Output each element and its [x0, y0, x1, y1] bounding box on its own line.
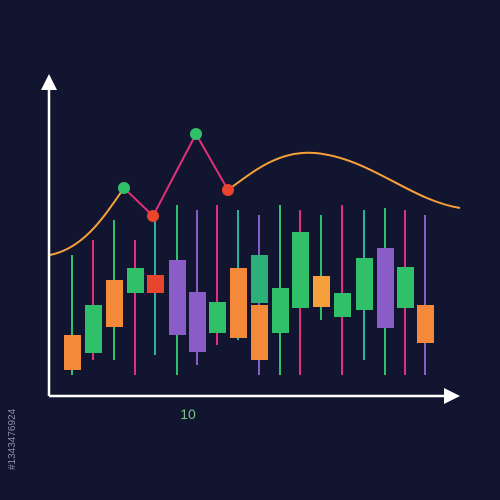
- candle-body: [334, 293, 351, 317]
- candle-body: [106, 280, 123, 327]
- candle-body: [169, 260, 186, 335]
- candle-body: [64, 335, 81, 370]
- trend-curve: [49, 151, 461, 256]
- watermark-id: #1343476924: [7, 408, 18, 470]
- point: [190, 128, 202, 140]
- candle-bodies: [64, 232, 434, 370]
- trend-line: [123, 131, 229, 218]
- point: [147, 210, 159, 222]
- candle-body: [189, 292, 206, 352]
- candle-body: [272, 288, 289, 333]
- candle-body: [209, 302, 226, 333]
- candle-body: [292, 232, 309, 308]
- candle-body: [417, 305, 434, 343]
- candle-body: [313, 276, 330, 307]
- candle-body: [356, 258, 373, 310]
- candle-body: [127, 268, 144, 293]
- y-axis-arrow: [41, 74, 57, 90]
- candle-body: [251, 305, 268, 360]
- candle-body: [251, 255, 268, 303]
- axis-label: 10: [180, 406, 196, 422]
- candle-body: [147, 275, 164, 293]
- candle-body: [85, 305, 102, 353]
- x-axis-arrow: [444, 388, 460, 404]
- candle-body: [230, 268, 247, 338]
- candle-body: [377, 248, 394, 328]
- point: [118, 182, 130, 194]
- point: [222, 184, 234, 196]
- candle-body: [397, 267, 414, 308]
